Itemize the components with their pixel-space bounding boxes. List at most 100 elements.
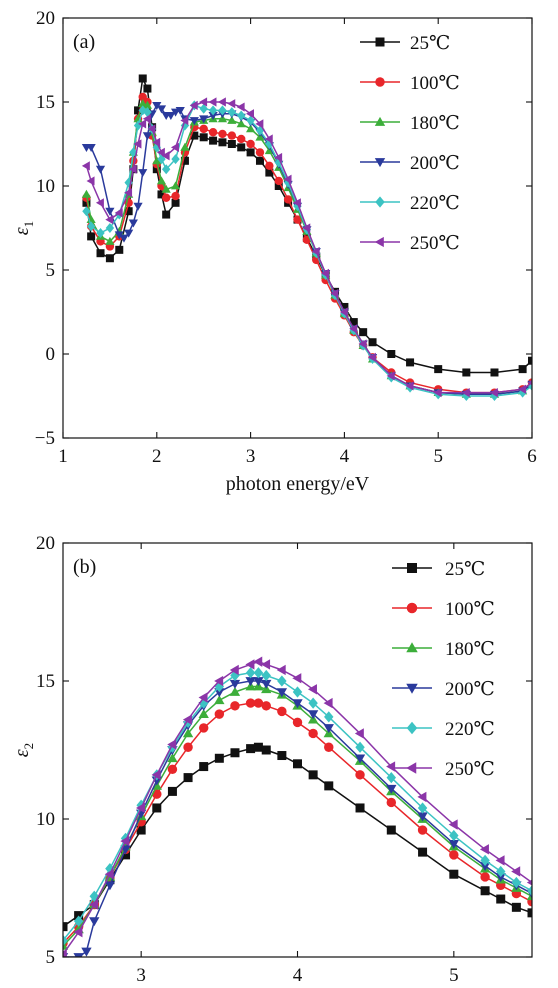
y-tick-label: 10	[36, 809, 55, 830]
data-point-s5-14	[170, 142, 179, 152]
data-point-s5-10	[147, 124, 156, 134]
data-point-s4-1	[86, 221, 96, 232]
legend-label-1: 100℃	[445, 599, 495, 620]
data-point-s0-17	[308, 770, 318, 780]
data-point-s3-1	[73, 953, 84, 957]
data-point-s1-13	[161, 193, 171, 202]
data-point-s3-15	[261, 679, 272, 689]
data-point-s1-18	[208, 128, 218, 137]
data-point-s5-8	[182, 714, 192, 725]
legend-marker-1	[406, 602, 418, 614]
x-tick-label: 4	[293, 965, 303, 986]
data-point-s1-27	[293, 215, 302, 224]
data-point-s4-2	[96, 228, 105, 239]
chart-panel-b: 3 4 5 5 10 15 20 ε2 (b) 25℃ 100℃ 180℃ 200℃ 220℃ 250℃	[11, 533, 533, 986]
data-point-s5-36	[386, 371, 395, 381]
data-point-s0-23	[255, 156, 264, 165]
data-point-s1-19	[355, 770, 365, 780]
legend-label-4: 220℃	[410, 193, 460, 214]
data-point-s5-4	[114, 208, 123, 218]
data-point-s5-9	[142, 114, 151, 124]
data-point-s5-2	[95, 198, 104, 208]
data-point-s5-23	[479, 844, 489, 855]
data-point-s4-21	[417, 802, 428, 814]
legend-marker-3	[406, 683, 418, 694]
data-point-s2-0	[81, 189, 92, 198]
data-point-s4-14	[171, 154, 180, 165]
data-point-s0-14	[171, 198, 180, 207]
data-point-s0-25	[274, 182, 283, 190]
data-point-s5-28	[302, 223, 311, 233]
data-point-s1-8	[183, 742, 193, 752]
data-point-s5-1	[86, 176, 95, 186]
data-point-s5-17	[199, 97, 208, 107]
data-point-s3-9	[138, 169, 148, 178]
legend-label-2: 180℃	[410, 113, 460, 134]
data-point-s1-12	[245, 698, 256, 708]
data-point-s5-5	[124, 188, 133, 198]
data-point-s5-10	[214, 675, 224, 687]
data-point-s0-16	[293, 759, 302, 769]
data-point-s3-11	[214, 688, 225, 698]
data-point-s5-19	[354, 728, 364, 739]
data-point-s5-1	[73, 926, 83, 938]
data-point-s1-10	[214, 709, 225, 719]
y-axis-label: ε1	[11, 221, 36, 235]
data-point-s0-3	[105, 254, 114, 263]
data-point-s1-23	[480, 872, 490, 882]
data-point-s3-6	[124, 229, 134, 238]
data-point-s5-20	[386, 761, 396, 772]
data-point-s0-15	[180, 156, 189, 165]
y-axis-symbol: ε	[11, 227, 33, 235]
data-point-s2-11	[152, 156, 162, 165]
data-point-s4-13	[253, 667, 264, 679]
data-point-s5-8	[138, 119, 147, 129]
data-point-s4-19	[218, 105, 227, 116]
data-point-s2-20	[227, 115, 237, 124]
data-point-s0-22	[246, 148, 255, 157]
data-point-s4-21	[237, 110, 246, 121]
data-point-s5-13	[253, 656, 263, 667]
legend-marker-5	[406, 762, 417, 774]
data-point-s2-8	[182, 728, 194, 738]
data-point-s2-15	[180, 142, 190, 151]
data-point-s3-8	[133, 202, 143, 211]
data-point-s3-10	[142, 132, 153, 141]
data-point-s3-24	[479, 862, 491, 872]
data-point-s2-22	[246, 124, 256, 133]
data-point-s0-6	[152, 803, 162, 813]
data-point-s0-10	[214, 753, 224, 763]
data-point-s4-13	[161, 164, 171, 175]
data-point-s1-13	[253, 698, 264, 708]
legend-marker-0	[375, 37, 385, 47]
data-point-s4-25	[511, 876, 522, 889]
data-point-s2-7	[167, 753, 178, 763]
data-point-s0-24	[265, 168, 274, 177]
data-point-s2-12	[156, 176, 167, 185]
data-point-s3-14	[253, 677, 264, 687]
data-point-s3-19	[189, 117, 199, 126]
data-point-s0-40	[490, 368, 499, 377]
y-axis-symbol: ε	[11, 749, 33, 757]
x-tick-label: 4	[340, 446, 350, 467]
data-point-s4-20	[227, 107, 237, 118]
data-point-s3-4	[114, 231, 124, 240]
data-point-s1-11	[230, 701, 240, 711]
data-point-s3-4	[104, 881, 116, 891]
data-point-s3-22	[417, 812, 428, 822]
data-point-s3-2	[81, 947, 92, 957]
data-point-s4-20	[386, 771, 397, 784]
data-point-s3-21	[386, 784, 397, 794]
data-point-s0-4	[115, 245, 124, 254]
data-point-s0-35	[368, 338, 377, 347]
data-point-s3-7	[128, 219, 138, 228]
data-point-s3-5	[119, 234, 129, 243]
data-point-s5-34	[358, 339, 367, 349]
data-point-s0-19	[355, 803, 365, 813]
data-point-s5-2	[89, 899, 99, 910]
data-point-s5-37	[405, 381, 414, 391]
legend-marker-4	[375, 196, 385, 208]
data-point-s0-33	[349, 318, 358, 327]
legend-label-0: 25℃	[410, 33, 450, 54]
data-point-s0-21	[237, 143, 246, 152]
